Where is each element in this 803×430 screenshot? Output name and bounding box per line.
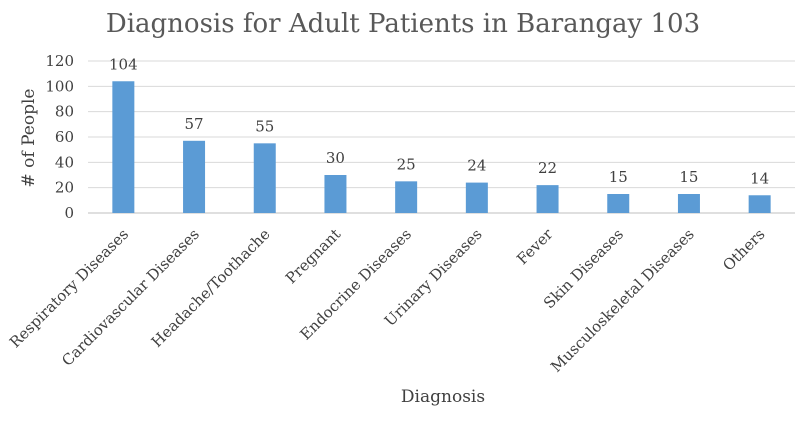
- y-axis-title: # of People: [19, 89, 39, 188]
- data-label: 104: [109, 55, 138, 73]
- bar: [536, 185, 559, 213]
- bar: [677, 194, 700, 213]
- bars: [112, 81, 771, 214]
- category-label: Respiratory Diseases: [6, 225, 132, 351]
- data-label: 25: [397, 155, 416, 173]
- bar: [324, 175, 347, 213]
- gridlines: [88, 60, 795, 214]
- bar: [112, 81, 135, 214]
- x-axis-title: Diagnosis: [401, 387, 485, 407]
- y-tick-label: 0: [64, 204, 74, 222]
- y-axis-ticks: 0 20 40 60 80 100 120: [45, 52, 74, 222]
- category-label: Pregnant: [282, 225, 344, 287]
- data-label: 30: [326, 149, 345, 167]
- bar: [183, 140, 206, 213]
- data-label: 24: [467, 157, 486, 175]
- chart-title: Diagnosis for Adult Patients in Barangay…: [106, 9, 700, 39]
- data-label: 14: [750, 169, 769, 187]
- bar: [465, 182, 488, 213]
- category-label: Musculoskeletal Diseases: [547, 225, 698, 376]
- bar: [748, 195, 771, 213]
- y-tick-label: 80: [55, 103, 74, 121]
- data-label: 55: [255, 117, 274, 135]
- category-label: Others: [719, 225, 768, 274]
- bar: [395, 181, 418, 213]
- y-tick-label: 60: [55, 128, 74, 146]
- category-label: Cardiovascular Diseases: [58, 225, 203, 370]
- y-tick-label: 120: [45, 52, 74, 70]
- category-label: Fever: [513, 225, 557, 269]
- data-labels: 104 57 55 30 25 24 22 15 15 14: [109, 55, 769, 187]
- data-label: 15: [609, 168, 628, 186]
- y-tick-label: 20: [55, 179, 74, 197]
- y-tick-label: 100: [45, 77, 74, 95]
- bar: [607, 194, 630, 213]
- data-label: 57: [185, 115, 204, 133]
- bar: [253, 143, 276, 213]
- data-label: 22: [538, 159, 557, 177]
- data-label: 15: [679, 168, 698, 186]
- y-tick-label: 40: [55, 153, 74, 171]
- category-label: Headache/Toothache: [148, 225, 274, 351]
